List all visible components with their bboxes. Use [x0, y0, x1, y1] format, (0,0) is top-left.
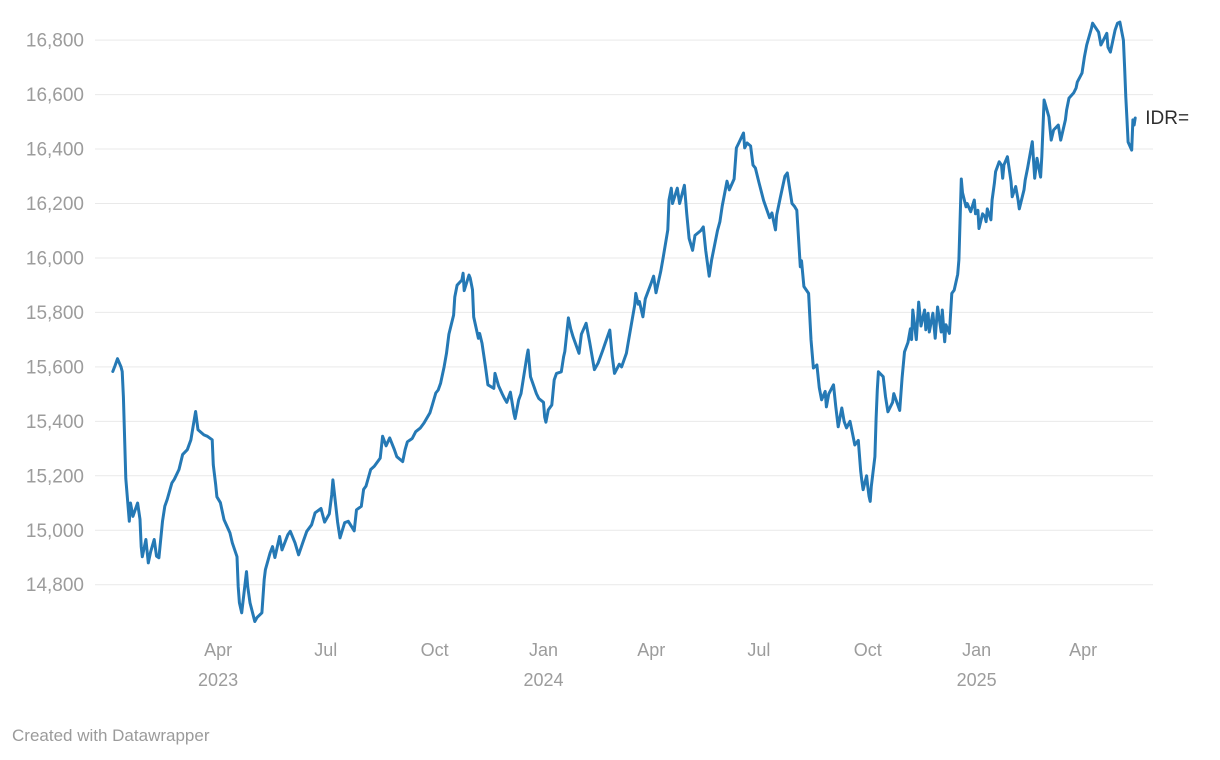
gridlines	[95, 39, 1153, 586]
y-axis-label: 15,000	[26, 521, 84, 542]
y-axis-labels: 14,800 15,000 15,200 15,400 15,600 15,800 16,0…	[26, 31, 84, 597]
y-axis-label: 16,000	[26, 248, 84, 269]
x-axis-label: Jan	[962, 640, 991, 660]
x-axis-label: Apr	[637, 640, 665, 660]
x-axis-label: Apr	[204, 640, 232, 660]
x-axis-year-label: 2023	[198, 670, 238, 690]
series-end-label: IDR=	[1145, 108, 1189, 129]
datawrapper-credit-link[interactable]: Created with Datawrapper	[12, 726, 210, 745]
x-axis-label: Oct	[421, 640, 449, 660]
y-axis-label: 15,800	[26, 303, 84, 324]
y-axis-label: 16,600	[26, 85, 84, 106]
x-axis-year-label: 2024	[524, 670, 564, 690]
y-axis-label: 14,800	[26, 575, 84, 596]
x-axis-year-label: 2025	[957, 670, 997, 690]
x-axis-labels: Apr 2023 Jul Oct Jan 2024 Apr Jul Oct Jan 2025 Apr	[198, 640, 1097, 690]
x-axis-label: Jul	[747, 640, 770, 660]
y-axis-label: 15,400	[26, 412, 84, 433]
idr-series-line	[111, 20, 1137, 623]
y-axis-label: 15,200	[26, 466, 84, 487]
y-axis-label: 16,800	[26, 31, 84, 52]
y-axis-label: 15,600	[26, 357, 84, 378]
y-axis-label: 16,200	[26, 194, 84, 215]
line-chart-canvas: 14,800 15,000 15,200 15,400 15,600 15,800 16,0…	[26, 20, 1189, 690]
x-axis-label: Jul	[314, 640, 337, 660]
x-axis-label: Oct	[854, 640, 882, 660]
y-axis-label: 16,400	[26, 140, 84, 161]
x-axis-label: Jan	[529, 640, 558, 660]
x-axis-label: Apr	[1069, 640, 1097, 660]
